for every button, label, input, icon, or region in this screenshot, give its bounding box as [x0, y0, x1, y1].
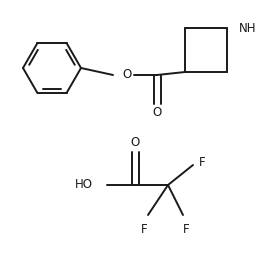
Text: F: F — [183, 223, 189, 236]
Text: O: O — [122, 68, 132, 82]
Text: O: O — [152, 107, 162, 119]
Text: HO: HO — [75, 179, 93, 191]
Text: NH: NH — [239, 22, 257, 34]
Text: F: F — [141, 223, 147, 236]
Text: F: F — [199, 156, 206, 169]
Text: O: O — [130, 136, 140, 149]
